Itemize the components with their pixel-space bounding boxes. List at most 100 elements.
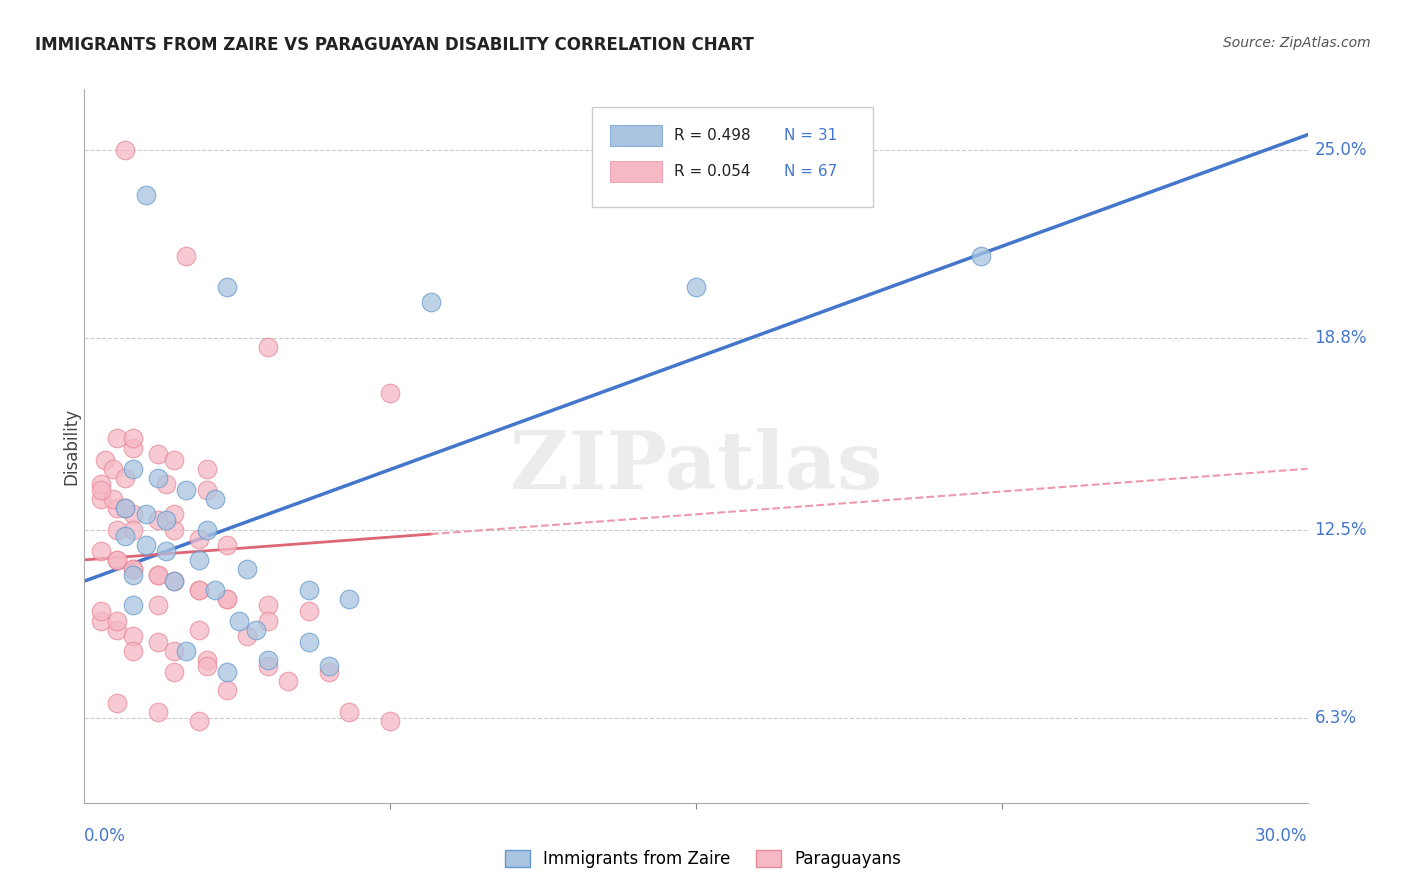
- Point: [187, 583, 209, 598]
- Point: [195, 523, 218, 537]
- Point: [380, 385, 402, 400]
- Point: [163, 508, 186, 522]
- Point: [257, 653, 280, 667]
- Point: [277, 674, 299, 689]
- Point: [90, 543, 112, 558]
- Point: [114, 143, 136, 157]
- Point: [204, 492, 226, 507]
- Point: [105, 431, 128, 445]
- Point: [174, 483, 197, 497]
- Text: 18.8%: 18.8%: [1315, 329, 1367, 347]
- Point: [101, 462, 124, 476]
- Text: 12.5%: 12.5%: [1315, 521, 1367, 539]
- Point: [217, 279, 239, 293]
- FancyBboxPatch shape: [610, 161, 662, 182]
- Point: [122, 562, 145, 576]
- Text: IMMIGRANTS FROM ZAIRE VS PARAGUAYAN DISABILITY CORRELATION CHART: IMMIGRANTS FROM ZAIRE VS PARAGUAYAN DISA…: [35, 36, 754, 54]
- Point: [195, 462, 218, 476]
- Point: [339, 592, 360, 607]
- Point: [114, 501, 136, 516]
- Point: [298, 635, 321, 649]
- Point: [146, 705, 169, 719]
- Point: [105, 553, 128, 567]
- Point: [163, 452, 186, 467]
- Text: 25.0%: 25.0%: [1315, 141, 1367, 159]
- Text: ZIPatlas: ZIPatlas: [510, 428, 882, 507]
- Point: [105, 614, 128, 628]
- FancyBboxPatch shape: [610, 125, 662, 146]
- Point: [122, 629, 145, 643]
- Y-axis label: Disability: Disability: [62, 408, 80, 484]
- Text: R = 0.498: R = 0.498: [673, 128, 751, 143]
- Point: [257, 599, 280, 613]
- Point: [217, 665, 239, 680]
- Text: 0.0%: 0.0%: [84, 827, 127, 845]
- Point: [187, 553, 209, 567]
- Text: 30.0%: 30.0%: [1256, 827, 1308, 845]
- Point: [257, 340, 280, 354]
- Point: [90, 605, 112, 619]
- Point: [163, 574, 186, 588]
- Text: R = 0.054: R = 0.054: [673, 164, 751, 178]
- Point: [122, 441, 145, 455]
- Point: [163, 665, 186, 680]
- Point: [257, 614, 280, 628]
- Point: [122, 562, 145, 576]
- Point: [146, 471, 169, 485]
- Point: [228, 614, 250, 628]
- Point: [236, 562, 259, 576]
- Point: [217, 538, 239, 552]
- Point: [163, 523, 186, 537]
- Legend: Immigrants from Zaire, Paraguayans: Immigrants from Zaire, Paraguayans: [498, 843, 908, 875]
- Point: [155, 477, 177, 491]
- Point: [146, 568, 169, 582]
- Point: [298, 583, 321, 598]
- FancyBboxPatch shape: [592, 107, 873, 207]
- Point: [204, 583, 226, 598]
- Point: [163, 574, 186, 588]
- Point: [105, 696, 128, 710]
- Point: [187, 714, 209, 728]
- Point: [146, 599, 169, 613]
- Point: [195, 483, 218, 497]
- Point: [114, 501, 136, 516]
- Point: [298, 605, 321, 619]
- Point: [114, 471, 136, 485]
- Point: [122, 508, 145, 522]
- Point: [257, 659, 280, 673]
- Point: [155, 543, 177, 558]
- Point: [187, 532, 209, 546]
- Point: [135, 538, 157, 552]
- Point: [146, 447, 169, 461]
- Point: [245, 623, 267, 637]
- Text: N = 67: N = 67: [785, 164, 838, 178]
- Point: [122, 431, 145, 445]
- Point: [236, 629, 259, 643]
- Text: N = 31: N = 31: [785, 128, 838, 143]
- Point: [105, 523, 128, 537]
- Point: [146, 568, 169, 582]
- Point: [90, 477, 112, 491]
- Point: [146, 635, 169, 649]
- Point: [114, 528, 136, 542]
- Point: [195, 659, 218, 673]
- Point: [122, 644, 145, 658]
- Point: [90, 614, 112, 628]
- Point: [187, 583, 209, 598]
- Point: [135, 188, 157, 202]
- Point: [135, 508, 157, 522]
- Point: [105, 501, 128, 516]
- Point: [970, 249, 993, 263]
- Point: [90, 492, 112, 507]
- Point: [122, 568, 145, 582]
- Point: [187, 623, 209, 637]
- Point: [122, 599, 145, 613]
- Point: [122, 523, 145, 537]
- Point: [105, 623, 128, 637]
- Point: [318, 659, 340, 673]
- Point: [105, 553, 128, 567]
- Text: 6.3%: 6.3%: [1315, 709, 1357, 727]
- Point: [217, 683, 239, 698]
- Point: [380, 714, 402, 728]
- Point: [195, 653, 218, 667]
